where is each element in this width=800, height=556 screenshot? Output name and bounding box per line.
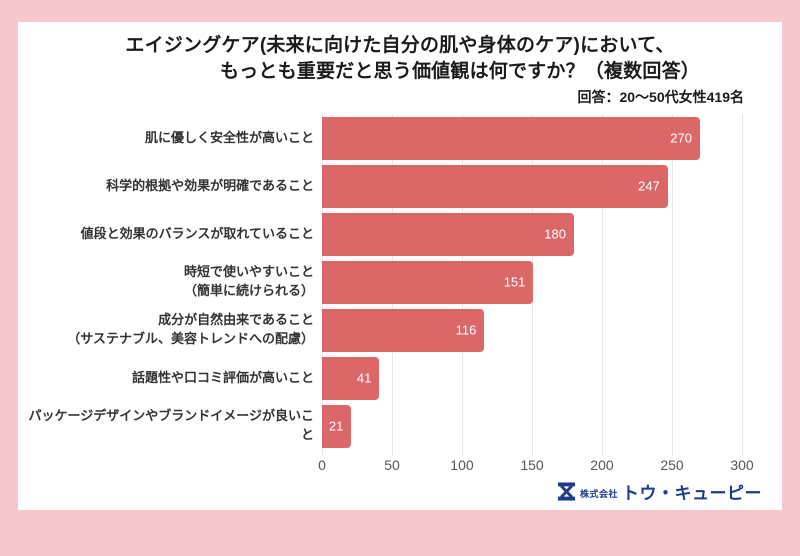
chart-title-line1: エイジングケア(未来に向けた自分の肌や身体のケア)において、 — [125, 35, 675, 56]
gridline — [601, 114, 603, 456]
bar-row: 話題性や口コミ評価が高いこと 41 — [18, 354, 742, 402]
x-tick-label: 150 — [520, 457, 544, 473]
bar-track: 21 — [322, 404, 742, 448]
chart-title-line2: もっとも重要だと思う価値観は何ですか？（複数回答） — [219, 61, 700, 82]
value-label: 116 — [455, 322, 477, 338]
bar-row: 肌に優しく安全性が高いこと 270 — [18, 114, 742, 162]
hourglass-x-icon — [557, 482, 576, 501]
bar-row: パッケージデザインやブランドイメージが良いこと 21 — [18, 402, 742, 450]
bar-row: 成分が自然由来であること （サステナブル、美容トレンドへの配慮） 116 — [18, 306, 742, 354]
gridline — [672, 114, 673, 456]
x-axis: 0 50 100 150 200 250 300 — [318, 450, 754, 476]
x-tick-label: 0 — [318, 457, 326, 473]
value-label: 151 — [503, 274, 526, 290]
value-label: 41 — [356, 370, 372, 386]
bar: 247 — [322, 164, 668, 208]
category-label: 値段と効果のバランスが取れていること — [80, 225, 314, 241]
value-label: 270 — [670, 130, 692, 146]
infographic-panel: エイジングケア(未来に向けた自分の肌や身体のケア)において、 もっとも重要だと思… — [18, 22, 782, 510]
category-label: 時短で使いやすいこと （簡単に続けられる） — [183, 264, 314, 298]
value-label: 247 — [638, 178, 660, 194]
bar: 41 — [322, 356, 380, 400]
value-label: 180 — [544, 226, 566, 242]
hourglass-x-glyph — [557, 482, 576, 501]
x-tick-label: 200 — [590, 457, 614, 473]
category-label: 科学的根拠や効果が明確であること — [106, 177, 314, 193]
plot-region: 肌に優しく安全性が高いこと 270 科学的根拠や効果が明確であること 247 値段と効果… — [18, 114, 743, 456]
bar: 21 — [322, 404, 352, 448]
bar-track: 270 — [322, 116, 742, 160]
respondents-note: 回答：20〜50代女性419名 — [577, 89, 744, 105]
x-tick-label: 300 — [730, 457, 754, 473]
page-background: { "frame_color": "#f9c8cc", "header": { … — [0, 22, 800, 556]
gridline — [742, 114, 743, 456]
category-label: 話題性や口コミ評価が高いこと — [131, 369, 314, 385]
category-label: 肌に優しく安全性が高いこと — [144, 129, 314, 145]
category-label: パッケージデザインやブランドイメージが良いこと — [28, 408, 314, 442]
x-tick-label: 100 — [450, 457, 474, 473]
company-name-logotype: トウ・キューピー — [622, 484, 762, 503]
bar-row: 時短で使いやすいこと （簡単に続けられる） 151 — [18, 258, 742, 306]
category-label: 成分が自然由来であること （サステナブル、美容トレンドへの配慮） — [67, 312, 314, 346]
bar: 180 — [322, 212, 574, 256]
bar-chart: 肌に優しく安全性が高いこと 270 科学的根拠や効果が明確であること 247 値段と効果… — [18, 114, 754, 476]
value-label: 21 — [328, 418, 344, 434]
bar-track: 247 — [322, 164, 742, 208]
bar-track: 116 — [322, 308, 742, 352]
bar-row: 値段と効果のバランスが取れていること 180 — [18, 210, 742, 258]
bar: 270 — [322, 116, 700, 160]
bar: 116 — [322, 308, 485, 352]
bar-track: 180 — [322, 212, 742, 256]
bar-row: 科学的根拠や効果が明確であること 247 — [18, 162, 742, 210]
bar-track: 151 — [322, 260, 742, 304]
company-prefix-label: 株式会社 — [579, 489, 618, 499]
bar-rows: 肌に優しく安全性が高いこと 270 科学的根拠や効果が明確であること 247 値段と効果… — [18, 114, 742, 450]
company-logo: 株式会社 トウ・キューピー — [557, 479, 762, 504]
x-tick-label: 50 — [384, 457, 400, 473]
bar-track: 41 — [322, 356, 742, 400]
x-tick-label: 250 — [660, 457, 684, 473]
bar: 151 — [322, 260, 534, 304]
